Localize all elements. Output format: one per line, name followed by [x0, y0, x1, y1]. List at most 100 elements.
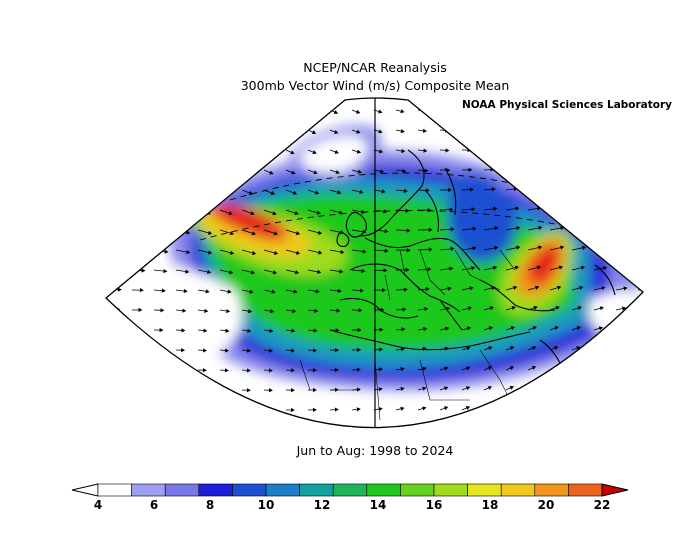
wind-vector [615, 247, 630, 251]
wind-vector-head [337, 190, 342, 195]
colorbar-tick-label: 14 [370, 498, 387, 512]
wind-vector-head [422, 366, 427, 371]
wind-vector-head [555, 127, 560, 132]
wind-vector-head [425, 188, 430, 193]
wind-vector-head [576, 326, 581, 331]
wind-vector-head [272, 211, 277, 216]
wind-vector-head [489, 306, 494, 311]
wind-vector-head [511, 147, 516, 152]
wind-vector [175, 129, 184, 134]
wind-vector-head [604, 226, 609, 231]
wind-vector [153, 408, 162, 411]
wind-vector-head [557, 186, 562, 192]
wind-vector [285, 129, 294, 134]
wind-vector [637, 109, 643, 112]
wind-vector-head [492, 265, 498, 270]
latitude-lines [199, 172, 561, 241]
wind-vector-head [472, 246, 477, 251]
wind-vector-head [423, 148, 428, 153]
wind-vector [527, 188, 539, 191]
wind-vector-head [290, 388, 295, 393]
wind-vector-head [201, 130, 207, 135]
wind-vector-head [533, 305, 538, 310]
wind-vector-head [246, 368, 251, 373]
wind-vector [637, 149, 643, 152]
wind-vector-head [471, 266, 476, 271]
wind-vector-head [316, 210, 321, 215]
wind-vector-head [311, 130, 317, 135]
wind-vector [571, 406, 580, 411]
wind-vector-head [489, 127, 494, 133]
wind-vector-head [225, 170, 230, 175]
colorbar-right-arrow [601, 483, 629, 497]
wind-vector [615, 208, 629, 211]
wind-vector-head [621, 128, 626, 133]
wind-vector [549, 207, 563, 211]
wind-vector [263, 129, 272, 135]
wind-vector [571, 366, 580, 371]
wind-vector [549, 149, 559, 151]
wind-vector-head [357, 169, 363, 174]
wind-vector [527, 405, 536, 411]
wind-vector [131, 348, 141, 351]
wind-vector [109, 209, 123, 212]
wind-vector [615, 386, 624, 391]
wind-vector-head [620, 108, 625, 113]
wind-vector-head [269, 170, 274, 175]
wind-vector [549, 386, 558, 391]
wind-vector [197, 109, 206, 114]
colorbar-swatch [265, 483, 300, 497]
wind-vector-head [642, 366, 643, 371]
colorbar-swatch [232, 483, 267, 497]
wind-vector-head [626, 226, 631, 232]
wind-vector-head [335, 169, 340, 175]
colorbar-swatch [366, 483, 401, 497]
wind-vector-head [599, 147, 604, 153]
colorbar-tick-label: 22 [594, 498, 611, 512]
wind-vector-head [510, 346, 515, 351]
wind-vector [615, 327, 625, 331]
wind-vector-head [531, 405, 536, 410]
wind-vector-head [599, 127, 604, 133]
wind-vector-head [598, 108, 603, 113]
wind-vector-head [158, 149, 164, 154]
colorbar-tick-label: 12 [314, 498, 331, 512]
wind-vector-head [334, 387, 339, 392]
wind-vector [109, 189, 121, 192]
wind-vector-head [314, 190, 320, 195]
wind-vector-head [378, 149, 384, 154]
wind-vector [131, 408, 140, 411]
wind-vector-head [556, 167, 561, 172]
wind-vector-head [355, 109, 361, 114]
wind-vector [483, 406, 492, 411]
wind-vector-head [157, 109, 163, 114]
wind-vector-head [246, 407, 251, 413]
wind-vector-head [400, 347, 405, 352]
wind-vector-head [626, 246, 631, 251]
wind-vector-head [268, 368, 273, 373]
wind-vector [175, 409, 185, 411]
colorbar-swatch [332, 483, 368, 497]
wind-vector-head [317, 230, 323, 235]
colorbar-swatch [400, 483, 435, 497]
wind-vector-head [312, 368, 317, 373]
wind-vector-head [269, 328, 274, 333]
wind-vector-head [142, 229, 147, 234]
wind-vector-head [294, 270, 300, 275]
colorbar-swatch [500, 483, 536, 497]
colorbar-swatch [131, 483, 166, 497]
wind-vector-head [575, 405, 580, 410]
wind-vector-head [444, 346, 449, 351]
wind-vector-head [311, 110, 316, 115]
wind-vector-head [207, 269, 212, 274]
wind-vector-head [312, 150, 317, 155]
wind-vector-head [159, 347, 164, 353]
wind-vector-head [336, 308, 341, 313]
wind-vector [615, 228, 630, 231]
wind-vector-head [247, 170, 252, 175]
wind-vector-head [642, 346, 643, 351]
wind-vector-head [422, 406, 427, 411]
wind-vector-head [488, 108, 493, 113]
wind-vector [175, 109, 184, 114]
wind-vector-head [224, 368, 229, 373]
